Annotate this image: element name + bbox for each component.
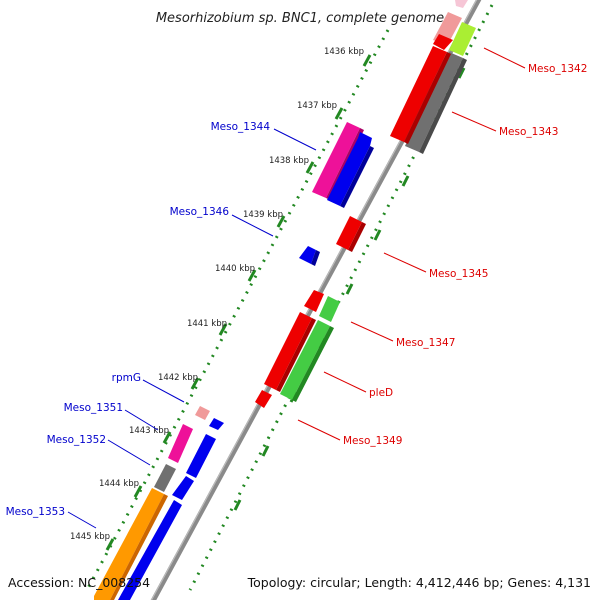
gene-arrow-shade: [311, 250, 320, 266]
gene-arrow-pled-top[interactable]: [319, 296, 340, 322]
gene-arrow-meso1343[interactable]: [405, 52, 463, 152]
kbp-label: 1436 kbp: [324, 47, 364, 57]
gene-arrow-meso1346[interactable]: [299, 246, 316, 264]
gene-arrow-shade: [110, 494, 168, 600]
gene-arrow-meso1352-blue[interactable]: [186, 434, 216, 478]
gene-arrow-meso1351-magenta[interactable]: [168, 424, 193, 463]
gene-arrow-meso1347[interactable]: [264, 312, 312, 390]
kbp-label: 1440 kbp: [215, 264, 255, 274]
gene-label-meso1343[interactable]: Meso_1343: [499, 126, 558, 138]
gene-arrow-meso1345[interactable]: [336, 216, 362, 250]
gene-arrow-meso1341-red[interactable]: [433, 34, 453, 50]
gene-arrow-shade: [404, 52, 451, 144]
gene-label-meso1351[interactable]: Meso_1351: [64, 402, 123, 414]
gene-features: [94, 0, 476, 600]
gene-arrow-rpmg[interactable]: [195, 406, 210, 420]
topology-text: Topology: circular; Length: 4,412,446 bp…: [247, 575, 591, 590]
gene-arrow-meso1353[interactable]: [94, 488, 164, 600]
gene-arrow-meso1344-blue[interactable]: [327, 132, 372, 206]
gene-arrow-shade: [292, 326, 334, 402]
kbp-labels: 1436 kbp 1437 kbp 1438 kbp 1439 kbp 1440…: [70, 47, 364, 542]
kbp-label: 1445 kbp: [70, 532, 110, 542]
gene-arrow-meso1344[interactable]: [312, 122, 360, 198]
map-title: Mesorhizobium sp. BNC1, complete genome: [156, 11, 444, 26]
gene-label-meso1349[interactable]: Meso_1349: [343, 435, 402, 447]
gene-arrow-meso1343-shade: [419, 58, 467, 154]
gene-arrow-meso1343-red[interactable]: [390, 46, 447, 142]
gene-label-meso1352[interactable]: Meso_1352: [47, 434, 106, 446]
gene-arrow-meso1342[interactable]: [449, 22, 476, 56]
accession-text: Accession: NC_008254: [8, 575, 151, 590]
gene-arrow-meso1351[interactable]: [209, 418, 224, 430]
gene-arrow-meso1353-blue[interactable]: [118, 500, 182, 600]
gene-label-meso1344[interactable]: Meso_1344: [211, 121, 271, 133]
gene-label-rpmg[interactable]: rpmG: [112, 372, 141, 384]
gene-label-meso1345[interactable]: Meso_1345: [429, 268, 488, 280]
gene-label-meso1342[interactable]: Meso_1342: [528, 63, 587, 75]
kbp-label: 1442 kbp: [158, 373, 198, 383]
gene-arrow-meso1349[interactable]: [255, 390, 272, 408]
gene-arrow-shade: [340, 146, 374, 208]
gene-label-meso1347[interactable]: Meso_1347: [396, 337, 455, 349]
gene-label-meso1346[interactable]: Meso_1346: [170, 206, 230, 218]
kbp-label: 1443 kbp: [129, 426, 169, 436]
kbp-label: 1444 kbp: [99, 479, 139, 489]
gene-label-pled[interactable]: pleD: [369, 387, 393, 399]
gene-label-meso1353[interactable]: Meso_1353: [6, 506, 65, 518]
gene-arrow-pled[interactable]: [280, 320, 330, 400]
kbp-label: 1438 kbp: [269, 156, 309, 166]
kbp-label: 1437 kbp: [297, 101, 337, 111]
gene-arrow-shade: [276, 318, 316, 392]
gene-arrow-fragment[interactable]: [455, 0, 468, 8]
gene-arrow-shade: [348, 222, 366, 252]
gene-labels: Meso_1342 Meso_1343 Meso_1344 Meso_1345 …: [6, 63, 588, 518]
gene-arrow-meso1352-blue2[interactable]: [172, 476, 194, 500]
leader-lines: [67, 47, 526, 529]
kbp-label: 1441 kbp: [187, 319, 227, 329]
gene-arrow-meso1352[interactable]: [154, 464, 176, 492]
kbp-label: 1439 kbp: [243, 210, 283, 220]
kbp-tick-marks: [105, 54, 372, 551]
gene-arrow-meso1347-top[interactable]: [304, 290, 324, 312]
